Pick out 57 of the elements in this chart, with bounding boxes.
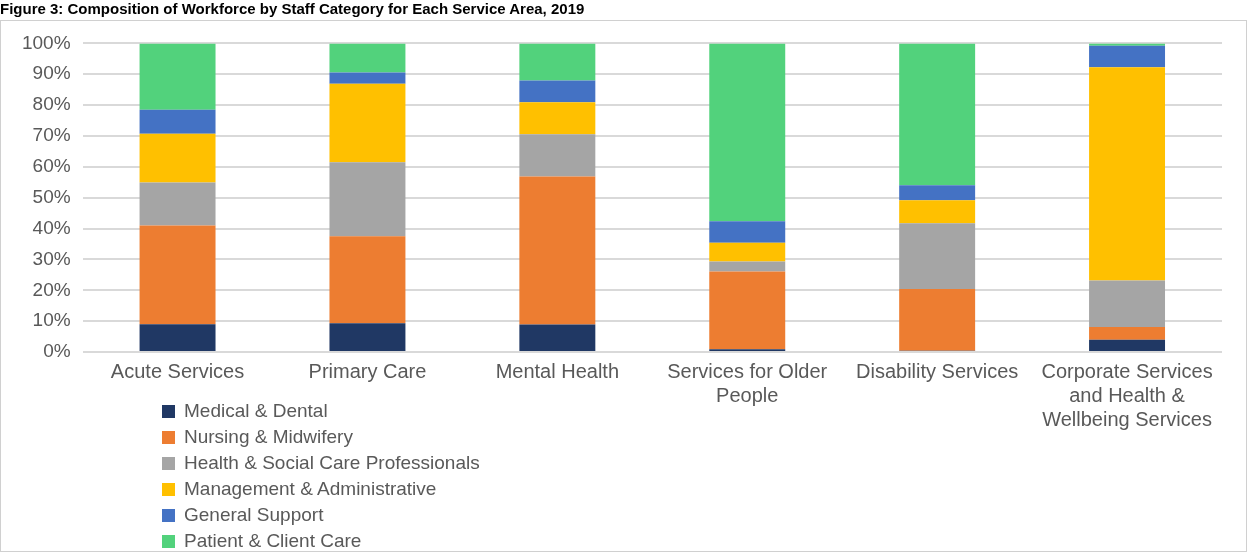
bar <box>709 43 786 222</box>
bar <box>519 102 596 135</box>
legend-label: Medical & Dental <box>184 400 328 422</box>
y-tick-label: 10% <box>32 309 71 331</box>
bar <box>709 242 786 262</box>
x-tick-label: Acute Services <box>110 359 245 382</box>
y-tick-label: 80% <box>32 93 71 115</box>
bar <box>1089 67 1166 281</box>
bar <box>139 43 216 110</box>
bar <box>329 162 406 237</box>
bar <box>899 185 976 201</box>
legend-label: Nursing & Midwifery <box>184 426 353 448</box>
bar <box>899 200 976 224</box>
legend-label: General Support <box>184 504 324 526</box>
bar <box>519 176 596 325</box>
bar <box>139 182 216 226</box>
bar <box>139 133 216 183</box>
bar <box>519 324 596 351</box>
y-tick-label: 60% <box>32 155 71 177</box>
y-tick-label: 0% <box>43 340 71 362</box>
x-tick-label: Corporate Services and Health & Wellbeing Services <box>1041 359 1213 430</box>
bar <box>709 261 786 272</box>
x-tick-label: Disability Services <box>856 359 1019 382</box>
legend-label: Patient & Client Care <box>184 530 362 552</box>
bar <box>329 323 406 351</box>
x-tick-label: Mental Health <box>495 359 620 382</box>
bar <box>899 43 976 186</box>
y-tick-label: 100% <box>21 31 71 53</box>
chart-title: Figure 3: Composition of Workforce by Staff Category for Each Service Area, 2019 <box>0 0 585 19</box>
x-tick-label: Services for Older People <box>667 359 828 406</box>
bar <box>899 223 976 290</box>
bar <box>139 109 216 134</box>
y-tick-label: 20% <box>32 278 71 300</box>
y-tick-label: 30% <box>32 247 71 269</box>
bar <box>329 43 406 73</box>
bar <box>1089 280 1166 327</box>
bar <box>139 225 216 325</box>
bar <box>139 324 216 351</box>
bar <box>329 72 406 84</box>
legend-label: Health & Social Care Professionals <box>184 452 480 474</box>
y-tick-label: 90% <box>32 62 71 84</box>
y-tick-label: 50% <box>32 185 71 207</box>
bar <box>329 83 406 163</box>
bar <box>519 134 596 177</box>
bar <box>709 221 786 243</box>
bar <box>1089 327 1166 340</box>
bar <box>899 289 976 351</box>
bar <box>1089 45 1166 68</box>
bar <box>1089 339 1166 351</box>
x-tick-label: Primary Care <box>308 359 427 382</box>
y-tick-label: 40% <box>32 216 71 238</box>
legend-label: Management & Administrative <box>184 478 437 500</box>
bar <box>329 236 406 324</box>
bar <box>709 271 786 350</box>
bar <box>519 80 596 103</box>
bar <box>519 43 596 81</box>
y-tick-label: 70% <box>32 124 71 146</box>
